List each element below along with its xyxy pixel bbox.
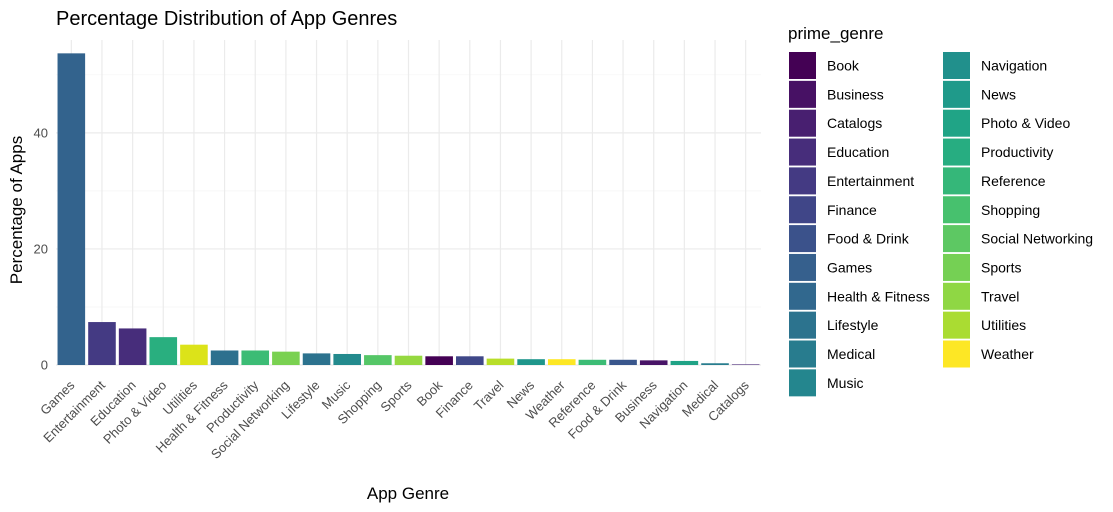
legend-swatch [789, 196, 816, 224]
legend-swatch [789, 253, 816, 281]
legend-label: Business [827, 86, 884, 102]
legend-swatch [789, 80, 816, 108]
bar [731, 364, 760, 365]
legend-swatch [943, 225, 970, 253]
legend-swatch [943, 80, 970, 108]
bar [180, 344, 208, 365]
legend-label: Health & Fitness [827, 288, 930, 304]
bar [517, 359, 545, 365]
bar [425, 356, 453, 365]
legend-swatch [943, 52, 970, 79]
legend-swatch [943, 138, 970, 166]
legend-label: Reference [981, 173, 1046, 189]
legend-label: Lifestyle [827, 317, 879, 333]
bar [88, 322, 116, 365]
legend-swatch [789, 167, 816, 195]
legend-label: Catalogs [827, 115, 882, 131]
legend-label: Travel [981, 288, 1019, 304]
grid [56, 40, 761, 366]
bar [333, 353, 361, 365]
bar [394, 355, 423, 365]
bar [701, 363, 729, 365]
legend-label: Productivity [981, 144, 1053, 160]
legend-swatch [943, 340, 970, 368]
legend-label: Games [827, 259, 872, 275]
legend-swatch [789, 109, 816, 137]
bar [118, 328, 147, 365]
chart-title: Percentage Distribution of App Genres [56, 8, 397, 30]
legend-swatch [789, 369, 816, 397]
bar [241, 350, 270, 365]
bar [639, 360, 668, 365]
bar [578, 359, 607, 365]
legend-swatch [943, 196, 970, 224]
bar [149, 337, 178, 365]
bars [57, 53, 760, 366]
y-axis-title: Percentage of Apps [7, 136, 26, 284]
legend-swatch [943, 311, 970, 339]
bar [364, 355, 392, 365]
legend-swatch [789, 138, 816, 166]
legend-swatch [789, 282, 816, 310]
legend-label: Sports [981, 259, 1021, 275]
bar [57, 53, 86, 366]
legend-swatch [943, 282, 970, 310]
legend-label: Education [827, 144, 889, 160]
bar [456, 356, 484, 365]
bar [547, 359, 576, 365]
legend-swatch [789, 52, 816, 79]
legend-label: Medical [827, 346, 875, 362]
legend-label: Navigation [981, 58, 1047, 74]
legend-label: Photo & Video [981, 115, 1070, 131]
legend-label: Book [827, 58, 860, 74]
legend: prime_genre Book Business Catalogs Educatio… [788, 24, 1093, 397]
legend-swatch [789, 225, 816, 253]
bar [609, 359, 637, 365]
y-tick-label: 40 [34, 125, 48, 140]
bar [272, 351, 300, 365]
x-axis-title: App Genre [367, 484, 449, 503]
legend-swatch [789, 311, 816, 339]
legend-swatch [943, 253, 970, 281]
bar [210, 350, 239, 365]
legend-label: Weather [981, 346, 1034, 362]
legend-label: Shopping [981, 202, 1040, 218]
y-tick-label: 0 [41, 358, 48, 373]
legend-label: Finance [827, 202, 877, 218]
legend-label: Food & Drink [827, 231, 910, 247]
legend-swatch [789, 340, 816, 368]
legend-label: Music [827, 375, 864, 391]
legend-label: News [981, 86, 1016, 102]
y-tick-label: 20 [34, 241, 48, 256]
legend-label: Social Networking [981, 231, 1093, 247]
x-tick-label: Sports [377, 377, 415, 415]
bar [670, 360, 699, 365]
bar [302, 353, 331, 365]
legend-swatch [943, 167, 970, 195]
legend-label: Entertainment [827, 173, 914, 189]
legend-title: prime_genre [788, 24, 883, 43]
legend-label: Utilities [981, 317, 1026, 333]
x-tick-label: Travel [471, 377, 507, 413]
legend-swatch [943, 109, 970, 137]
bar [486, 358, 515, 365]
y-axis-ticks: 0 20 40 [34, 125, 48, 372]
